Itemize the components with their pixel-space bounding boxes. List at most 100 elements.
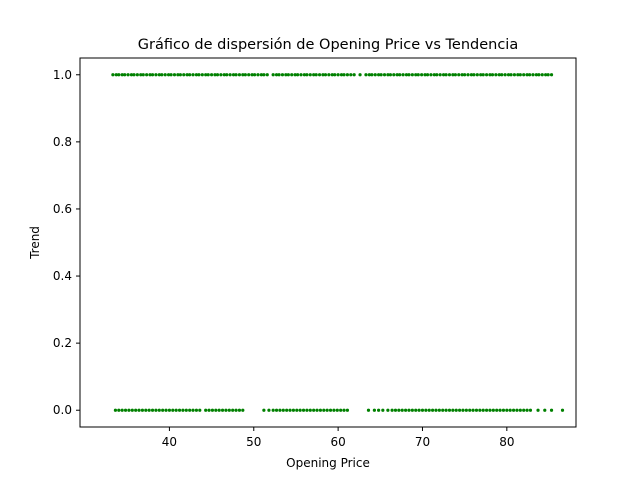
data-point [479, 73, 483, 77]
data-point [536, 408, 540, 412]
data-point [397, 408, 401, 412]
data-point [484, 408, 489, 412]
data-point [171, 408, 175, 412]
data-point [132, 73, 136, 77]
data-point [444, 408, 448, 412]
data-point [549, 408, 554, 412]
scatter-points [111, 73, 565, 412]
data-point [174, 408, 178, 412]
data-point [410, 408, 414, 412]
data-point [540, 73, 544, 77]
data-point [299, 73, 303, 77]
y-axis-label: Trend [28, 226, 42, 260]
data-point [503, 73, 507, 77]
data-point [463, 73, 467, 77]
data-point [148, 73, 152, 77]
data-point [434, 408, 438, 412]
data-point [488, 408, 492, 412]
data-point [414, 408, 418, 412]
data-point [335, 408, 339, 412]
data-point [506, 73, 511, 77]
data-point [137, 408, 141, 412]
data-point [471, 408, 475, 412]
data-point [200, 73, 204, 77]
data-point [291, 408, 296, 412]
data-point [546, 73, 550, 77]
data-point [207, 408, 211, 412]
data-point [472, 73, 476, 77]
data-point [345, 408, 350, 412]
data-point [515, 408, 519, 412]
data-point [120, 408, 124, 412]
data-point [296, 73, 300, 77]
data-point [176, 73, 180, 77]
data-point [185, 73, 189, 77]
data-point [298, 408, 302, 412]
data-point [425, 73, 430, 77]
y-tick-label: 0.6 [53, 202, 72, 216]
data-point [182, 73, 186, 77]
y-tick-label: 1.0 [53, 68, 72, 82]
data-point [508, 408, 512, 412]
data-point [123, 73, 127, 77]
data-point [388, 73, 393, 77]
data-point [438, 73, 442, 77]
data-point [284, 73, 288, 77]
data-point [500, 73, 504, 77]
data-point [339, 73, 344, 77]
y-tick-label: 0.2 [53, 336, 72, 350]
data-point [392, 73, 396, 77]
data-point [169, 73, 173, 77]
data-point [290, 73, 294, 77]
data-point [447, 408, 452, 412]
data-point [342, 408, 346, 412]
data-point [441, 73, 446, 77]
data-point [484, 73, 489, 77]
data-point [265, 73, 269, 77]
data-point [243, 73, 247, 77]
data-point [209, 73, 214, 77]
data-point [145, 73, 149, 77]
data-point [219, 73, 223, 77]
data-point [113, 408, 118, 412]
data-point [478, 408, 482, 412]
data-point [139, 73, 143, 77]
data-point [228, 73, 232, 77]
data-point [382, 73, 387, 77]
data-point [537, 73, 541, 77]
data-point [475, 73, 479, 77]
data-point [177, 408, 182, 412]
data-point [191, 73, 195, 77]
data-point [285, 408, 289, 412]
data-point [271, 73, 275, 77]
data-point [516, 73, 520, 77]
data-point [407, 73, 411, 77]
data-point [481, 408, 485, 412]
data-point [512, 73, 517, 77]
data-point [511, 408, 516, 412]
data-point [214, 408, 218, 412]
data-point [154, 73, 158, 77]
data-point [495, 408, 499, 412]
data-point [339, 408, 343, 412]
data-point [404, 408, 408, 412]
data-point [420, 73, 424, 77]
data-point [234, 73, 238, 77]
data-point [534, 73, 538, 77]
data-point [410, 73, 414, 77]
data-point [416, 73, 420, 77]
data-point [332, 408, 336, 412]
data-point [522, 408, 526, 412]
data-point [220, 408, 225, 412]
data-point [333, 73, 337, 77]
data-point [206, 73, 210, 77]
data-point [544, 73, 548, 77]
data-point [525, 408, 529, 412]
data-point [295, 408, 299, 412]
data-point [172, 73, 177, 77]
data-point [525, 73, 529, 77]
data-point [167, 408, 172, 412]
data-point [126, 73, 130, 77]
data-point [451, 408, 455, 412]
data-point [468, 408, 472, 412]
